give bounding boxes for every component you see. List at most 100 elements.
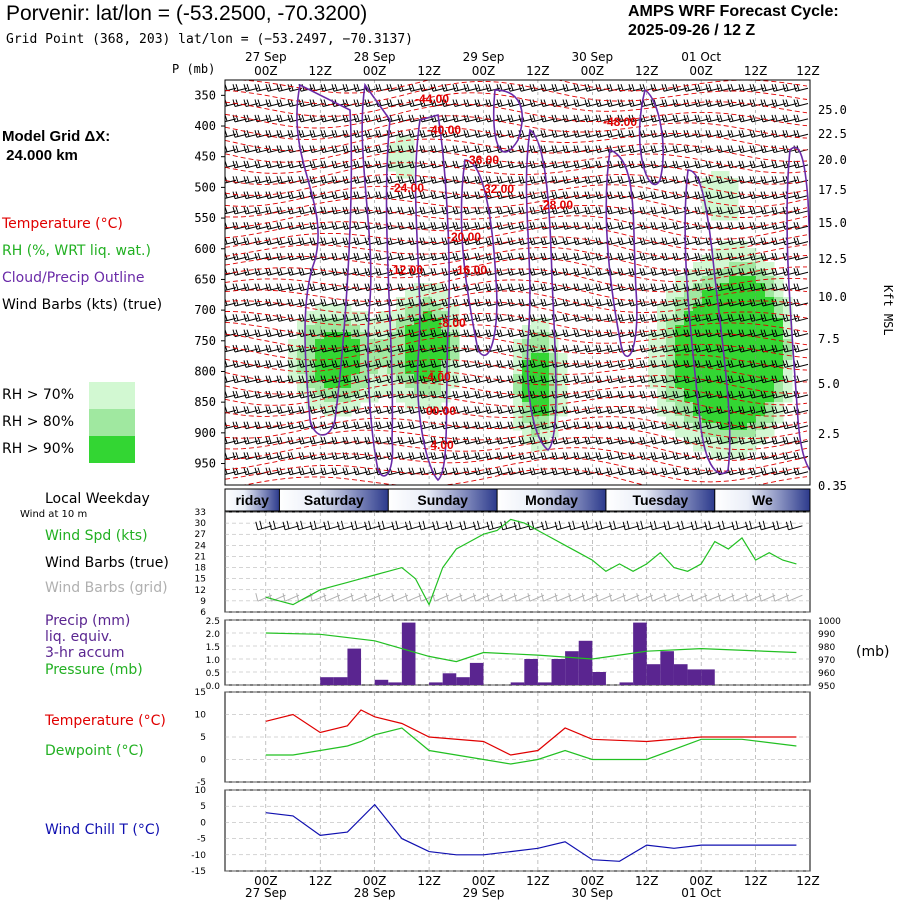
rh-cell (774, 395, 784, 403)
barb-flag (276, 84, 280, 92)
rh-cell (738, 346, 748, 354)
barb-flag (312, 176, 316, 183)
rh-cell (684, 353, 694, 361)
rh-cell (369, 325, 379, 333)
rh-cell (702, 402, 712, 410)
barb-flag (279, 375, 283, 382)
barb-flag (257, 314, 261, 321)
barb-flag (254, 314, 258, 322)
rh-cell (765, 388, 775, 396)
rh-cell (675, 430, 685, 438)
legend-rh80-label: RH > 80% (2, 414, 75, 430)
rh-cell (450, 339, 460, 347)
rh-cell (720, 416, 730, 424)
rh-cell (693, 360, 703, 368)
barb-flag (246, 145, 250, 152)
rh-cell (765, 318, 775, 326)
barb-flag (246, 467, 250, 474)
barb-flag (279, 360, 283, 367)
rh-cell (333, 304, 343, 312)
rh-cell (675, 304, 685, 312)
barb-flag (287, 436, 291, 445)
rh-cell (405, 402, 415, 410)
rh-cell (765, 332, 775, 340)
barb-flag (290, 329, 294, 336)
rh-cell (369, 367, 379, 375)
rh-cell (729, 437, 739, 445)
barb-flag (298, 467, 302, 475)
barb-flag (257, 145, 261, 152)
rh-cell (774, 304, 784, 312)
barb-flag (309, 237, 313, 245)
rh-cell (396, 346, 406, 354)
rh-cell (306, 402, 316, 410)
rh-cell (711, 367, 721, 375)
rh-cell (369, 395, 379, 403)
barb-flag (243, 390, 247, 399)
precip-label-1: Precip (mm) (45, 613, 131, 629)
rh-cell (774, 297, 784, 305)
rh-cell (693, 332, 703, 340)
rh-cell (684, 276, 694, 284)
rh-cell (549, 395, 559, 403)
barb-flag (279, 436, 283, 444)
barb-flag (232, 84, 236, 92)
rh-cell (729, 367, 739, 375)
rh-cell (729, 346, 739, 354)
rh-cell (711, 318, 721, 326)
rh-cell (414, 304, 424, 312)
barb-flag (268, 436, 272, 444)
barb-flag (268, 176, 272, 183)
barb-flag (309, 283, 313, 291)
barb-flag (276, 452, 280, 460)
barb-flag (268, 160, 272, 168)
legend-rh90-swatch (89, 436, 135, 463)
rh-cell (414, 311, 424, 319)
barb-flag (290, 206, 294, 214)
rh-cell (738, 255, 748, 263)
rh-cell (756, 402, 766, 410)
rh-cell (756, 367, 766, 375)
rh-cell (738, 248, 748, 256)
rh-cell (765, 381, 775, 389)
barb-flag (298, 406, 302, 414)
barb-flag (287, 452, 291, 460)
barb-flag (235, 237, 239, 244)
rh-cell (729, 339, 739, 347)
barb-flag (257, 237, 261, 244)
rh-cell (774, 381, 784, 389)
rh-cell (531, 388, 541, 396)
rh-cell (702, 318, 712, 326)
rh-cell (747, 374, 757, 382)
rh-cell (378, 360, 388, 368)
rh-cell (711, 325, 721, 333)
barb-flag (222, 376, 224, 383)
rh-cell (774, 325, 784, 333)
rh-cell (378, 388, 388, 396)
rh-cell (675, 402, 685, 410)
rh-cell (513, 416, 523, 424)
barb-flag (246, 222, 250, 229)
rh-cell (774, 388, 784, 396)
barb-flag (309, 452, 313, 460)
barb-flag (235, 314, 239, 321)
rh-cell (756, 255, 766, 263)
rh-cell (756, 409, 766, 417)
rh-cell (720, 437, 730, 445)
rh-cell (648, 374, 658, 382)
rh-cell (765, 409, 775, 417)
barb-flag (246, 390, 250, 398)
rh-cell (666, 346, 676, 354)
rh-cell (711, 360, 721, 368)
rh-cell (423, 360, 433, 368)
precip-label-2: liq. equiv. (45, 629, 113, 645)
barb-flag (301, 314, 305, 321)
legend-rh: RH (%, WRT liq. wat.) (2, 243, 151, 259)
barb-flag (246, 421, 250, 428)
rh-cell (738, 325, 748, 333)
barb-flag (222, 207, 224, 214)
rh-cell (765, 374, 775, 382)
rh-cell (387, 157, 397, 165)
barb-flag (301, 252, 305, 260)
barb-flag (290, 406, 294, 413)
